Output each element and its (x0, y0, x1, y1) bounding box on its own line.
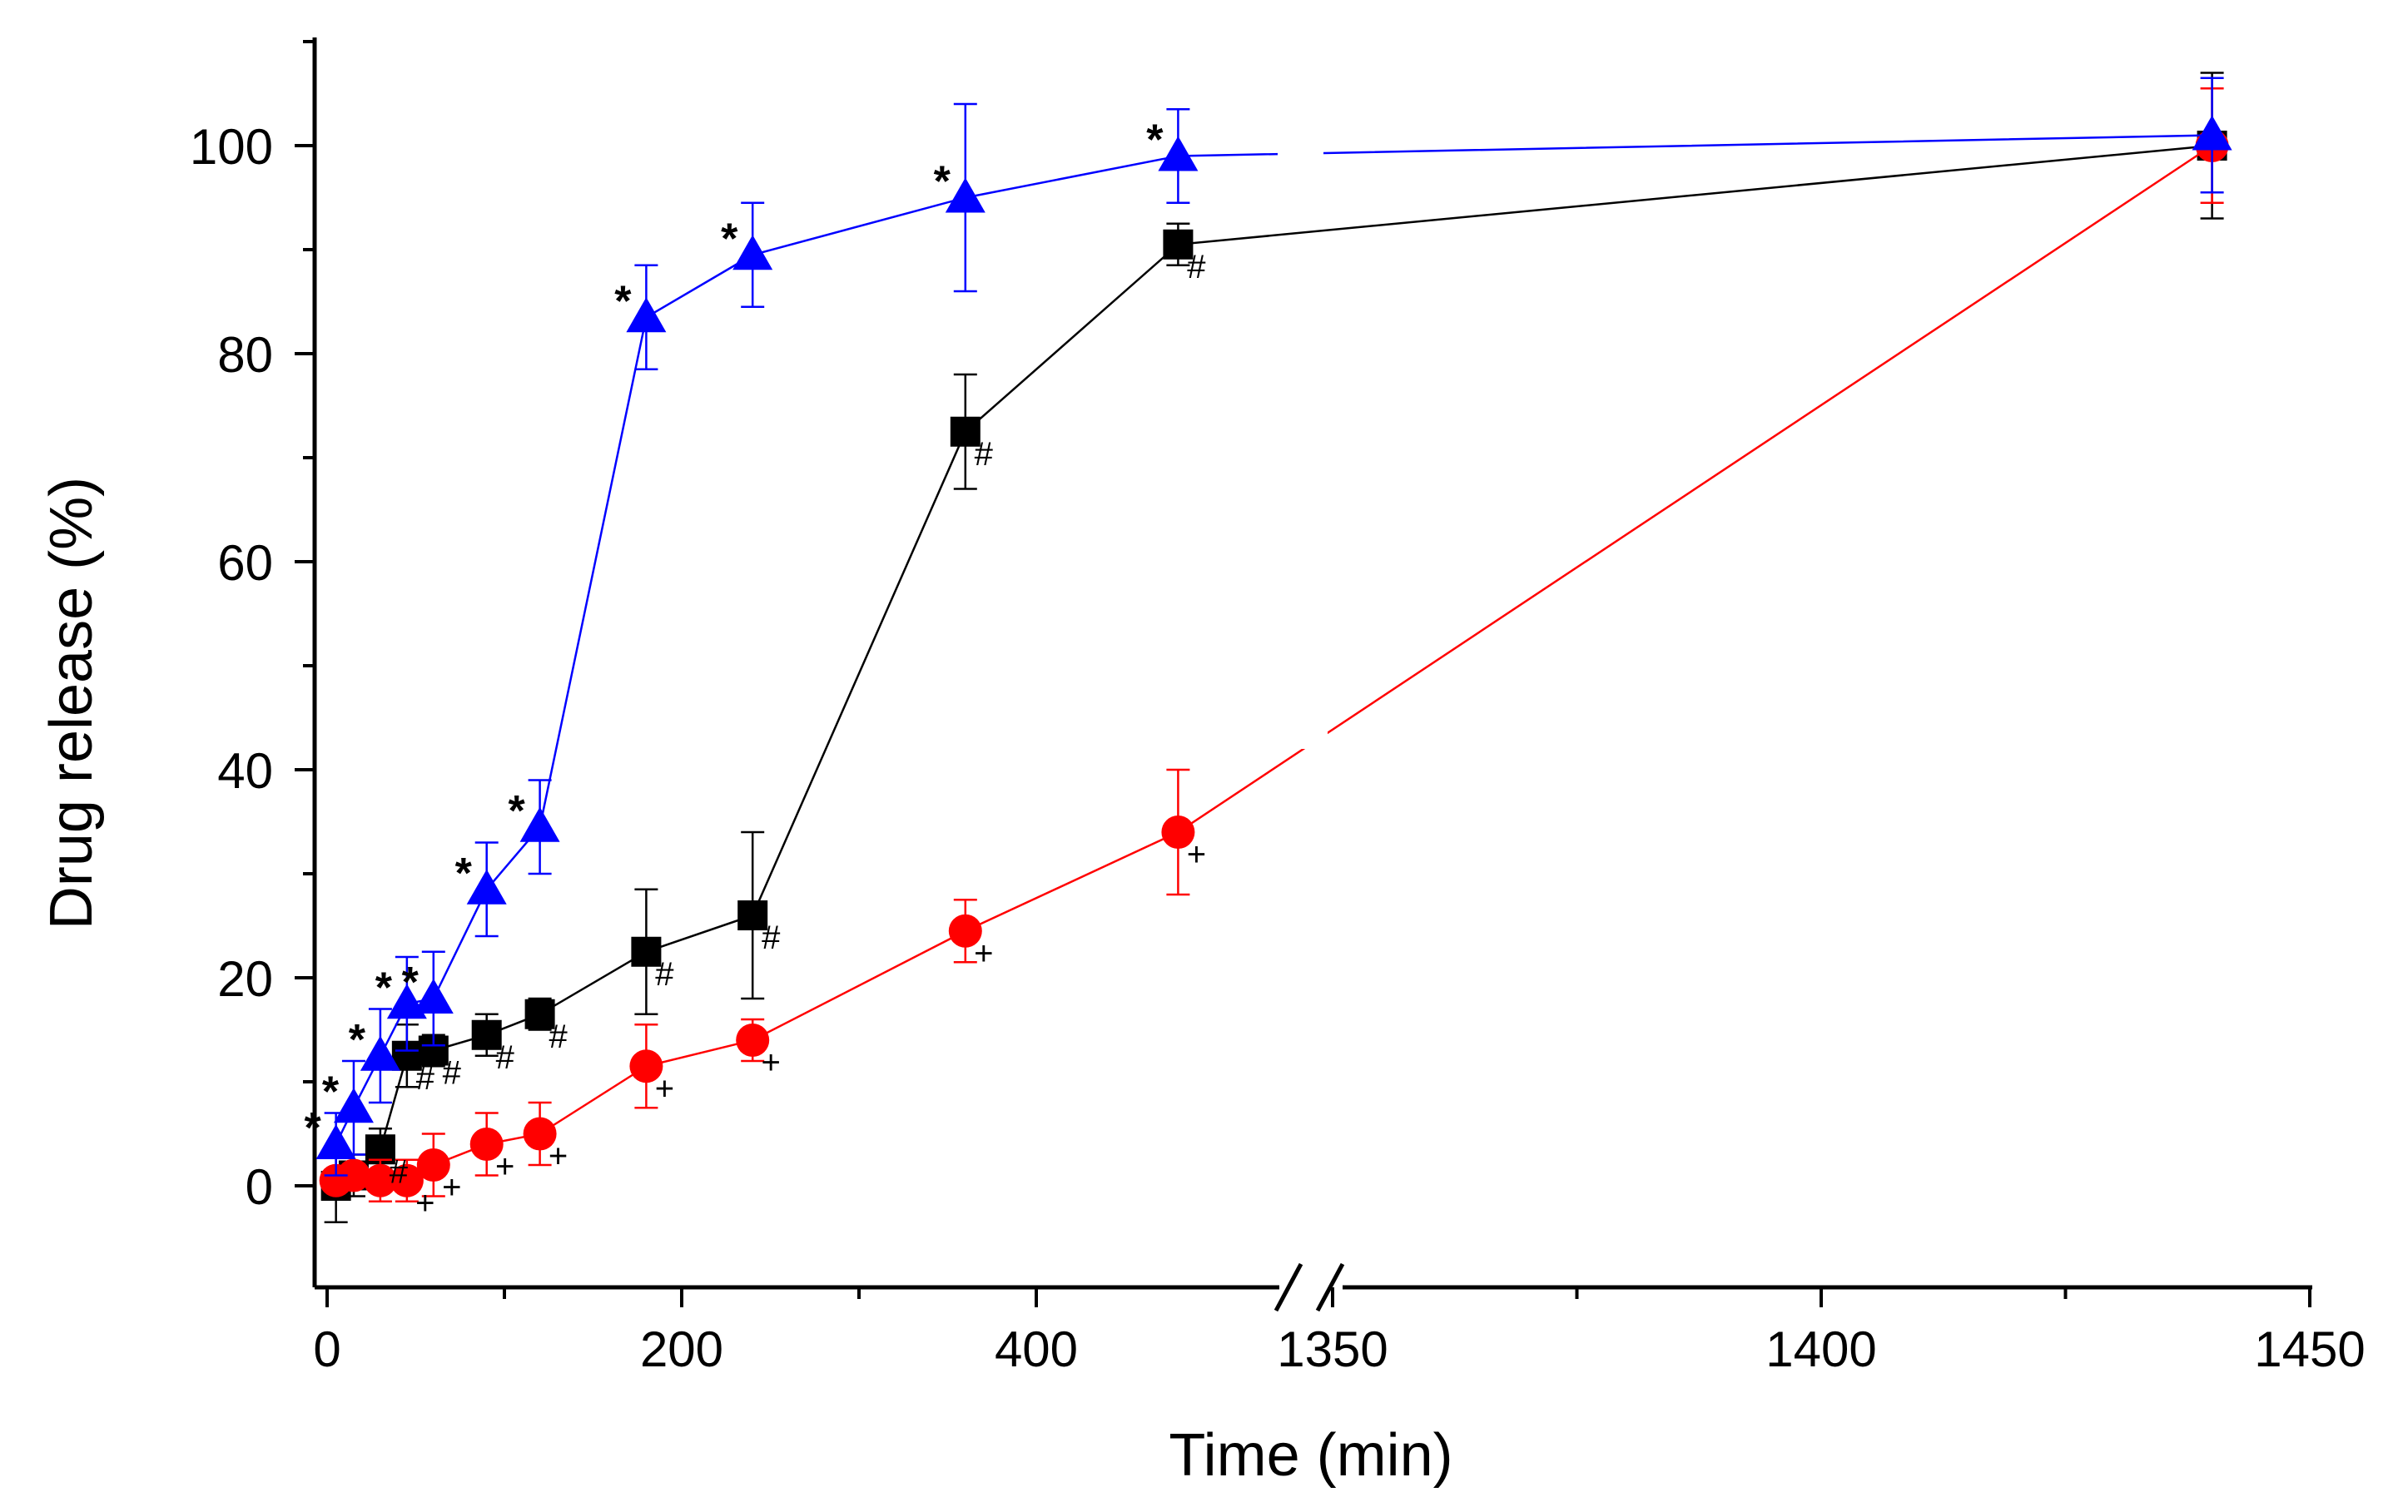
y-axis-title: Drug release (%) (38, 477, 105, 930)
data-point-triangle (2192, 115, 2232, 151)
data-point-circle (736, 1024, 770, 1057)
significance-mark: * (305, 1104, 322, 1153)
label-layer: ## # ######+ ++ +++++**** ******* (305, 116, 1207, 1222)
data-point-triangle (333, 1088, 374, 1123)
y-tick-label: 100 (190, 119, 273, 175)
series-triangle (315, 77, 2232, 1177)
data-point-triangle (1158, 136, 1199, 171)
x-axis-title: Time (min) (1169, 1422, 1452, 1489)
significance-mark: + (415, 1185, 434, 1222)
x-tick-label: 400 (995, 1321, 1078, 1377)
significance-mark: # (975, 436, 994, 473)
significance-mark: # (443, 1055, 462, 1092)
series-circle (319, 87, 2229, 1202)
data-point-circle (363, 1163, 397, 1197)
significance-mark: * (721, 215, 738, 263)
significance-mark: * (322, 1068, 340, 1116)
series-layer (315, 72, 2232, 1223)
significance-mark: * (1146, 116, 1164, 165)
y-tick-label: 20 (217, 951, 273, 1007)
y-tick-label: 60 (217, 535, 273, 591)
data-point-triangle (732, 235, 773, 270)
data-point-circle (416, 1148, 450, 1182)
data-point-square (471, 1019, 502, 1050)
x-tick-label: 0 (313, 1321, 340, 1377)
y-tick-label: 40 (217, 743, 273, 799)
y-tick-label: 80 (217, 327, 273, 383)
data-point-square (1163, 229, 1194, 260)
significance-mark: # (549, 1019, 568, 1055)
data-point-triangle (945, 177, 986, 213)
data-point-circle (1161, 815, 1195, 849)
data-point-circle (336, 1158, 370, 1192)
axes: 0 20 40 60 80 100 0 200 400 1350 1400 1450 (190, 37, 2366, 1377)
data-point-triangle (315, 1124, 356, 1159)
significance-mark: # (416, 1060, 435, 1097)
significance-mark: + (495, 1148, 514, 1185)
significance-mark: * (455, 850, 473, 898)
significance-mark: * (614, 277, 632, 325)
data-point-triangle (413, 979, 454, 1014)
x-tick-label: 200 (640, 1321, 723, 1377)
significance-mark: + (974, 935, 993, 972)
significance-mark: * (508, 787, 525, 835)
significance-mark: + (549, 1138, 568, 1175)
significance-mark: + (655, 1070, 674, 1107)
x-tick-label: 1350 (1277, 1321, 1388, 1377)
significance-mark: # (1187, 249, 1206, 285)
data-point-triangle (626, 297, 667, 333)
data-point-circle (948, 914, 982, 948)
axis-break-mark (1274, 1262, 1303, 1312)
significance-mark: # (655, 956, 674, 993)
series-square (320, 72, 2227, 1223)
data-point-square (950, 416, 981, 447)
significance-mark: + (1187, 836, 1206, 873)
data-point-triangle (360, 1035, 400, 1071)
x-tick-label: 1450 (2254, 1321, 2365, 1377)
significance-mark: # (496, 1039, 515, 1076)
data-point-triangle (519, 806, 560, 842)
axis-break-mark (1315, 1262, 1345, 1312)
significance-mark: * (402, 959, 420, 1007)
significance-mark: # (762, 920, 781, 956)
break-gap-mask (1278, 125, 1323, 158)
significance-mark: # (390, 1153, 409, 1190)
significance-mark: + (442, 1169, 461, 1206)
data-point-circle (629, 1049, 663, 1083)
significance-mark: * (375, 964, 393, 1012)
data-point-circle (523, 1117, 557, 1151)
data-point-circle (390, 1163, 424, 1197)
significance-mark: * (349, 1016, 366, 1064)
y-tick-label: 0 (246, 1159, 273, 1215)
x-tick-label: 1400 (1765, 1321, 1876, 1377)
data-point-square (524, 999, 555, 1029)
data-point-square (631, 936, 662, 967)
data-point-square (737, 900, 768, 930)
break-gap-mask (1278, 682, 1328, 749)
significance-mark: + (762, 1044, 781, 1081)
data-point-triangle (466, 869, 507, 905)
significance-mark: * (934, 158, 951, 206)
data-point-circle (469, 1128, 504, 1161)
